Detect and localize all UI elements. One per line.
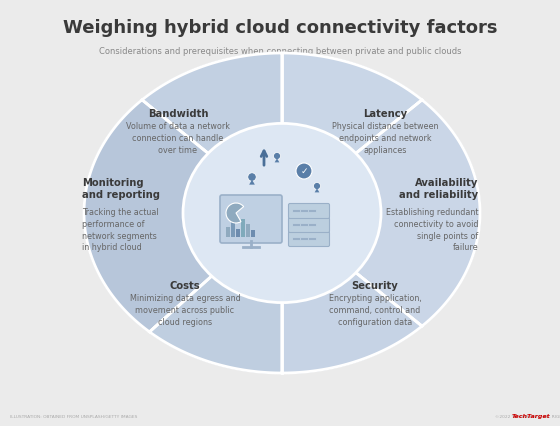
Text: Weighing hybrid cloud connectivity factors: Weighing hybrid cloud connectivity facto…: [63, 19, 497, 37]
Text: Tracking the actual
performance of
network segments
in hybrid cloud: Tracking the actual performance of netwo…: [82, 208, 158, 252]
Bar: [241, 219, 245, 237]
Text: Establishing redundant
connectivity to avoid
single points of
failure: Establishing redundant connectivity to a…: [385, 208, 478, 252]
Polygon shape: [150, 213, 282, 373]
Text: Costs: Costs: [170, 281, 200, 291]
Text: Encrypting application,
command, control and
configuration data: Encrypting application, command, control…: [329, 294, 421, 327]
Text: Bandwidth: Bandwidth: [148, 109, 208, 119]
FancyBboxPatch shape: [220, 195, 282, 243]
Ellipse shape: [276, 174, 328, 212]
FancyBboxPatch shape: [288, 204, 329, 219]
Wedge shape: [226, 203, 244, 223]
Ellipse shape: [183, 124, 381, 302]
Polygon shape: [84, 100, 282, 332]
Ellipse shape: [232, 165, 312, 210]
Ellipse shape: [248, 143, 286, 169]
Text: Security: Security: [352, 281, 398, 291]
Polygon shape: [282, 53, 422, 213]
Text: Volume of data a network
connection can handle
over time: Volume of data a network connection can …: [126, 122, 230, 155]
Ellipse shape: [275, 145, 313, 171]
Polygon shape: [282, 100, 480, 326]
Polygon shape: [282, 213, 422, 373]
Text: Latency: Latency: [363, 109, 407, 119]
Text: TechTarget: TechTarget: [511, 414, 550, 419]
FancyBboxPatch shape: [288, 231, 329, 247]
Ellipse shape: [268, 152, 316, 184]
Text: ILLUSTRATION: OBTAINED FROM UNSPLASH/GETTY IMAGES: ILLUSTRATION: OBTAINED FROM UNSPLASH/GET…: [10, 415, 137, 419]
Text: Minimizing data egress and
movement across public
cloud regions: Minimizing data egress and movement acro…: [129, 294, 240, 327]
Text: Considerations and prerequisites when connecting between private and public clou: Considerations and prerequisites when co…: [99, 48, 461, 57]
Ellipse shape: [237, 155, 282, 185]
Ellipse shape: [84, 53, 480, 373]
Bar: [246, 224, 250, 237]
Text: ✓: ✓: [300, 167, 308, 176]
Ellipse shape: [215, 178, 265, 213]
Bar: [251, 230, 255, 237]
Text: Monitoring
and reporting: Monitoring and reporting: [82, 178, 160, 200]
Text: Physical distance between
endpoints and network
appliances: Physical distance between endpoints and …: [332, 122, 438, 155]
Bar: [226, 227, 230, 237]
Text: ©2022 TECHTARGET. ALL RIGHTS RESERVED.: ©2022 TECHTARGET. ALL RIGHTS RESERVED.: [495, 415, 560, 419]
Text: Availability
and reliability: Availability and reliability: [399, 178, 478, 200]
Circle shape: [314, 182, 320, 190]
Circle shape: [248, 173, 256, 181]
FancyBboxPatch shape: [288, 218, 329, 233]
Bar: [236, 229, 240, 237]
Circle shape: [296, 163, 312, 179]
Circle shape: [273, 153, 281, 159]
Polygon shape: [142, 53, 282, 213]
Bar: [231, 221, 235, 237]
